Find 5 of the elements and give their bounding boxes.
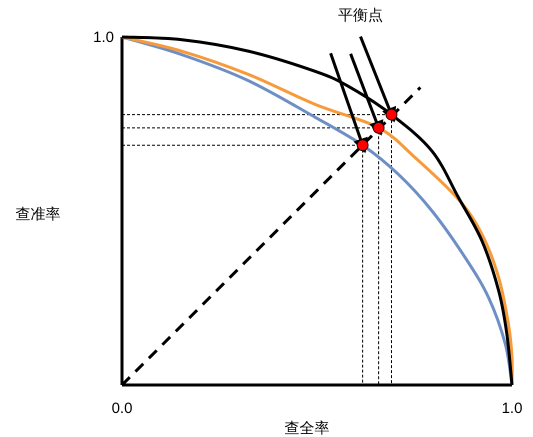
- x-tick-label: 0.0: [112, 400, 132, 417]
- x-axis-title: 查全率: [284, 420, 330, 437]
- annotation: 1.0: [93, 29, 114, 46]
- text: 平衡点: [338, 7, 384, 24]
- y-axis-title: 查准率: [16, 206, 60, 223]
